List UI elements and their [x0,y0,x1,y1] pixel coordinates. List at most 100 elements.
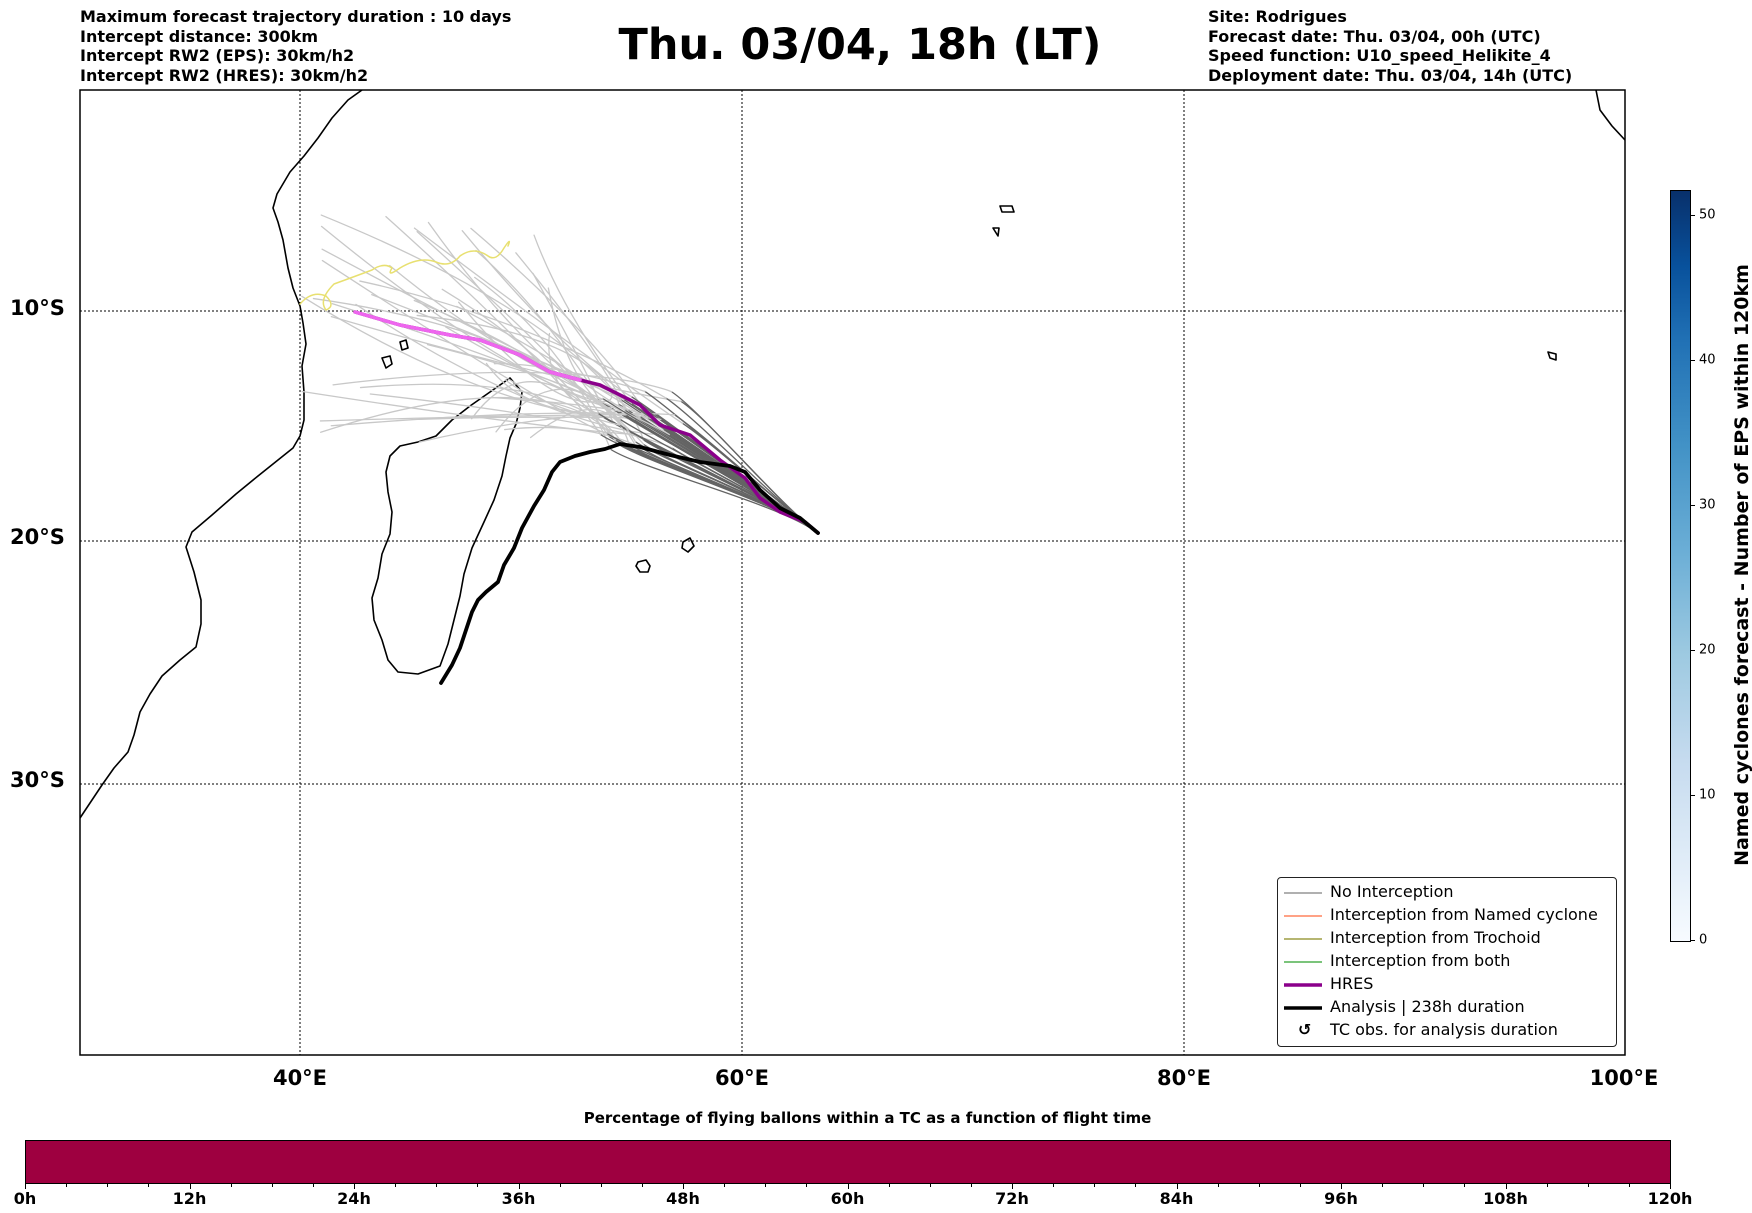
time-bar-tick-mark [477,1183,479,1187]
deployment-date: Deployment date: Thu. 03/04, 14h (UTC) [1208,65,1573,85]
colorbar-label: Named cyclones forecast - Number of EPS … [1731,264,1752,866]
cbar-tick-0: 0 [1699,932,1708,948]
ensemble-track-near [457,301,604,403]
lon-label-100e: 100°E [1589,1066,1659,1090]
time-bar-tick-mark [1505,1183,1507,1189]
time-bar-tick-mark [888,1183,890,1187]
cbar-tick-10: 10 [1699,787,1716,803]
ensemble-track-near [312,297,638,451]
time-bar-tick-mark [107,1183,109,1187]
time-bar-tick-mark [25,1183,26,1189]
time-bar-tick-mark [518,1183,520,1189]
ensemble-track-near [495,388,637,443]
cbar-tick-30: 30 [1699,497,1716,513]
time-bar-tick-label: 60h [830,1189,865,1208]
time-bar-tick-label: 24h [337,1189,371,1208]
ensemble-track-near [475,249,614,423]
time-bar-tick-mark [148,1183,150,1187]
ensemble-track-near [471,381,617,441]
time-bar-tick-mark [189,1183,191,1189]
time-bar-tick-mark [1587,1183,1589,1187]
time-bar-tick-mark [847,1183,849,1189]
cbar-tick-50: 50 [1699,207,1716,223]
time-bar-tick-label: 12h [172,1189,207,1208]
time-bar-tick-mark [66,1183,68,1187]
time-bar-tick-label: 0h [13,1189,37,1208]
time-bar-tick-mark [271,1183,273,1187]
time-bar-tick-mark [1135,1183,1137,1187]
time-bar-tick-mark [970,1183,972,1187]
time-bar-tick-mark [1094,1183,1096,1187]
time-bar-tick-mark [1382,1183,1384,1187]
time-bar-tick-mark [806,1183,808,1187]
ensemble-track-near [461,230,632,398]
param-intercept-distance: Intercept distance: 300km [80,26,319,46]
lon-label-40e: 40°E [272,1066,328,1090]
time-bar-tick-mark [312,1183,314,1187]
time-bar-tick-label: 72h [995,1189,1029,1208]
madagascar-coastline [371,377,523,675]
time-bar-tick-mark [1258,1183,1260,1187]
time-bar-tick-mark [1546,1183,1548,1187]
time-bar-tick-label: 108h [1483,1189,1528,1208]
trajectory-tracks [299,214,820,685]
ensemble-track-near [321,259,608,435]
time-bar-tick-mark [230,1183,232,1187]
time-bar-tick-mark [641,1183,643,1187]
hres-track-early [353,310,582,382]
comoros-outline [381,339,409,369]
time-bar-title: Percentage of flying ballons within a TC… [583,1109,1152,1127]
forecast-date: Forecast date: Thu. 03/04, 00h (UTC) [1208,26,1541,46]
cbar-tick-20: 20 [1699,642,1716,658]
time-bar-tick-mark [600,1183,602,1187]
time-bar-tick-mark [1012,1183,1013,1189]
time-bar-tick-mark [354,1183,355,1189]
cyclone-icon: ↺ [1298,1020,1312,1039]
time-bar-tick-mark [1341,1183,1342,1189]
map-legend: No Interception Interception from Named … [1277,877,1617,1047]
eps-colorbar [1670,190,1691,942]
time-bar-tick-mark [559,1183,561,1187]
param-intercept-eps: Intercept RW2 (EPS): 30km/h2 [80,46,355,65]
analysis-track [439,442,820,685]
forecast-parameters: Maximum forecast trajectory duration : 1… [80,7,511,85]
early-loop-trace [299,240,511,311]
lon-label-80e: 80°E [1156,1066,1212,1090]
ensemble-track-near [359,280,667,399]
time-bar-tick-mark [395,1183,397,1187]
page-title: Thu. 03/04, 18h (LT) [618,20,1102,70]
time-bar-tick-mark [1299,1183,1301,1187]
ensemble-track-near [320,214,644,441]
time-bar-tick-mark [1176,1183,1178,1189]
time-bar-tick-mark [683,1183,684,1189]
time-bar-tick-mark [765,1183,767,1187]
time-bar-tick-mark [1053,1183,1055,1187]
ensemble-track-near [332,371,673,393]
reunion-outline [681,537,695,553]
ensemble-track-near [494,397,641,418]
lon-label-60e: 60°E [714,1066,770,1090]
lat-label-20s: 20°S [10,525,65,549]
africa-coastline [80,90,363,819]
ensemble-track-near [413,227,684,424]
time-bar-tick-label: 84h [1159,1189,1194,1208]
time-bar-tick-mark [1628,1183,1630,1187]
time-bar-tick-mark [436,1183,438,1187]
time-bar-tick-mark [1423,1183,1425,1187]
time-bar-tick-mark [929,1183,931,1187]
ensemble-track-near [355,303,658,435]
time-bar-tick-mark [1217,1183,1219,1187]
site-name: Site: Rodrigues [1208,7,1347,26]
ensemble-track-near [416,314,620,405]
graticule [80,90,1625,1055]
time-bar-tick-label: 36h [501,1189,536,1208]
time-bar-tick-mark [1464,1183,1466,1187]
param-max-duration: Maximum forecast trajectory duration : 1… [80,7,512,26]
lat-label-30s: 30°S [10,768,65,792]
time-bar-tick-label: 120h [1647,1189,1693,1208]
time-bar-tick-label: 48h [666,1189,700,1208]
time-bar-tick-mark [724,1183,726,1187]
speed-function: Speed function: U10_speed_Helikite_4 [1208,46,1551,65]
time-bar-tick-label: 96h [1324,1189,1358,1208]
site-info: Site: Rodrigues Forecast date: Thu. 03/0… [1208,7,1572,85]
